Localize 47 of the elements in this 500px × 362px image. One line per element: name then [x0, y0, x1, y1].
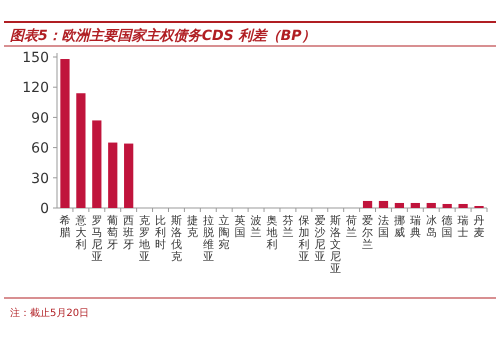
y-tick-label: 30 [31, 170, 49, 187]
x-tick-label: 挪威 [394, 214, 405, 239]
bar [394, 202, 404, 208]
y-tick-label: 0 [40, 201, 49, 217]
x-tick-label: 意大利 [74, 214, 86, 251]
x-tick-label: 芬兰 [282, 214, 294, 239]
x-tick-label: 西班牙 [123, 214, 134, 251]
x-tick-label: 斯洛文尼亚 [330, 214, 342, 275]
x-tick-label: 拉脱维亚 [202, 214, 214, 263]
x-tick-label: 克罗地亚 [138, 214, 150, 263]
bar [442, 204, 452, 208]
bar [60, 59, 70, 208]
x-tick-label: 法国 [378, 214, 389, 239]
x-tick-label: 爱尔兰 [362, 214, 374, 251]
x-tick-label: 罗马尼亚 [91, 214, 102, 263]
x-tick-label: 瑞士 [458, 214, 469, 239]
y-tick-label: 60 [31, 140, 49, 157]
x-tick-label: 英国 [234, 214, 246, 239]
bar [92, 120, 102, 208]
x-tick-label: 瑞典 [410, 214, 421, 239]
x-tick-label: 保加利亚 [298, 214, 310, 263]
x-tick-label: 捷克 [186, 214, 198, 239]
bar [410, 202, 420, 208]
y-tick-label: 90 [31, 110, 49, 126]
bar [378, 200, 388, 208]
y-tick-label: 120 [22, 80, 49, 96]
x-tick-label: 德国 [442, 214, 453, 239]
x-tick-label: 葡萄牙 [107, 214, 118, 251]
bar [76, 93, 86, 208]
x-tick-label: 荷兰 [346, 214, 358, 239]
bar [108, 142, 118, 208]
bar [362, 200, 372, 208]
x-tick-label: 爱沙尼亚 [314, 214, 326, 263]
text: 注：截止5月20日 [10, 307, 90, 319]
x-tick-label: 冰岛 [426, 214, 437, 239]
bar [458, 204, 468, 208]
x-tick-label: 斯洛伐克 [170, 214, 182, 263]
bar [426, 202, 436, 208]
x-tick-label: 希腊 [59, 214, 70, 239]
x-tick-label: 波兰 [250, 214, 262, 239]
x-tick-label: 奥地利 [266, 214, 278, 251]
chart-title: 图表5：欧洲主要国家主权债务CDS 利差（BP） [10, 27, 316, 44]
x-tick-label: 比利时 [155, 214, 166, 251]
bar [124, 144, 134, 208]
x-tick-label: 立陶宛 [218, 214, 230, 251]
y-tick-label: 150 [22, 50, 49, 66]
x-tick-label: 丹麦 [474, 214, 485, 239]
